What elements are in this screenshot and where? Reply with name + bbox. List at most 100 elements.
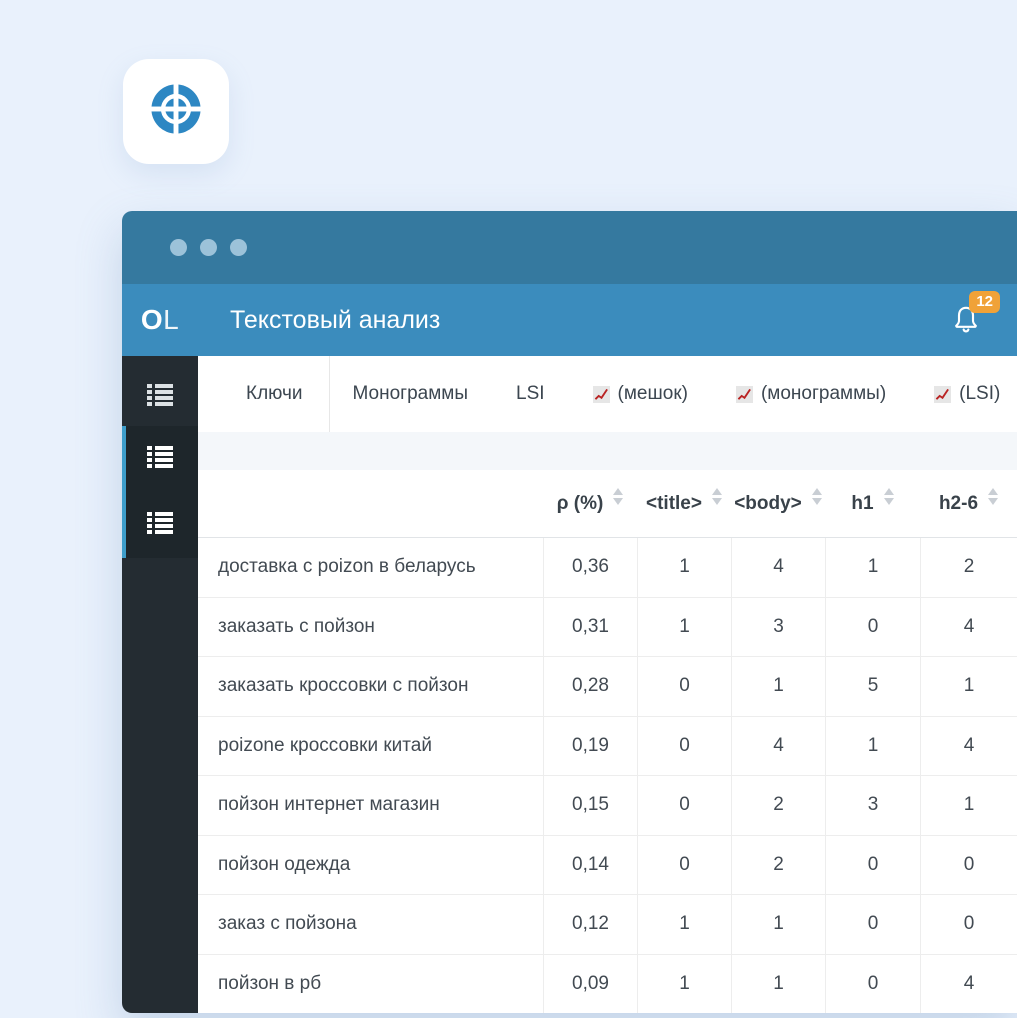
column-label: <body> (734, 492, 802, 514)
keyword-cell: заказать с пойзон (218, 615, 375, 637)
keyword-cell: пойзон интернет магазин (218, 794, 440, 816)
table-row[interactable]: заказ с пойзона 0,12 1 1 0 0 (198, 894, 1017, 954)
table-row[interactable]: заказать с пойзон 0,31 1 3 0 4 (198, 596, 1017, 656)
tab-chart-lsi[interactable]: (LSI) (934, 356, 1000, 432)
h2-6-count-cell: 4 (920, 716, 1017, 775)
h2-6-count-cell: 2 (920, 538, 1017, 597)
tab-lsi[interactable]: LSI (516, 356, 545, 432)
body-count-cell: 2 (731, 835, 825, 894)
logo-letter-o: O (140, 304, 164, 335)
keyword-cell: poizone кроссовки китай (218, 734, 432, 756)
tab-label: (монограммы) (760, 383, 887, 404)
h1-count-cell: 0 (825, 895, 920, 954)
tab-label: Монограммы (352, 383, 469, 404)
column-header-title[interactable]: <title> (637, 488, 731, 515)
body-count-cell: 3 (731, 597, 825, 656)
window-titlebar (122, 211, 1017, 284)
h1-count-cell: 0 (825, 597, 920, 656)
body-count-cell: 4 (731, 716, 825, 775)
h2-6-count-cell: 0 (920, 895, 1017, 954)
h1-count-cell: 3 (825, 776, 920, 835)
tab-keys[interactable]: Ключи (220, 356, 330, 432)
column-header-density[interactable]: ρ (%) (543, 488, 637, 515)
density-cell: 0,15 (543, 776, 637, 835)
column-label: h1 (851, 492, 874, 514)
table-row[interactable]: poizone кроссовки китай 0,19 0 4 1 4 (198, 715, 1017, 775)
notification-count-badge: 12 (969, 291, 1000, 313)
column-header-h2-6[interactable]: h2-6 (920, 488, 1017, 515)
table-body: доставка с poizon в беларусь 0,36 1 4 1 … (198, 538, 1017, 1013)
h2-6-count-cell: 4 (920, 597, 1017, 656)
list-icon (147, 445, 173, 473)
h1-count-cell: 0 (825, 954, 920, 1013)
title-count-cell: 0 (637, 835, 731, 894)
body-count-cell: 1 (731, 954, 825, 1013)
tab-monograms[interactable]: Монограммы (353, 356, 469, 432)
h1-count-cell: 5 (825, 657, 920, 716)
tab-chart-bag[interactable]: (мешок) (592, 356, 688, 432)
title-count-cell: 1 (637, 597, 731, 656)
sort-arrows-icon (988, 488, 999, 505)
h2-6-count-cell: 0 (920, 835, 1017, 894)
h1-count-cell: 1 (825, 538, 920, 597)
title-count-cell: 0 (637, 776, 731, 835)
column-header-body[interactable]: <body> (731, 488, 825, 515)
sidebar (122, 356, 198, 1013)
h1-count-cell: 0 (825, 835, 920, 894)
target-icon (144, 77, 208, 146)
table-row[interactable]: пойзон одежда 0,14 0 2 0 0 (198, 834, 1017, 894)
title-count-cell: 1 (637, 954, 731, 1013)
line-chart-icon (934, 385, 952, 403)
tab-label: (мешок) (617, 383, 688, 404)
window-dot-icon[interactable] (200, 239, 217, 256)
table-row[interactable]: пойзон интернет магазин 0,15 0 2 3 1 (198, 775, 1017, 835)
body-count-cell: 1 (731, 657, 825, 716)
column-header-h1[interactable]: h1 (825, 488, 920, 515)
window-dot-icon[interactable] (230, 239, 247, 256)
density-cell: 0,12 (543, 895, 637, 954)
sort-arrows-icon (711, 488, 722, 505)
table-header: ρ (%) <title> <body> h1 h2-6 (198, 470, 1017, 538)
window-dot-icon[interactable] (170, 239, 187, 256)
density-cell: 0,31 (543, 597, 637, 656)
sidebar-active-group (122, 426, 198, 558)
title-count-cell: 1 (637, 538, 731, 597)
line-chart-icon (592, 385, 610, 403)
body-count-cell: 2 (731, 776, 825, 835)
sort-arrows-icon (883, 488, 894, 505)
tab-chart-monograms[interactable]: (монограммы) (735, 356, 887, 432)
notifications-button[interactable]: 12 (951, 291, 1000, 337)
density-cell: 0,28 (543, 657, 637, 716)
keyword-cell: заказ с пойзона (218, 913, 357, 935)
table-row[interactable]: заказать кроссовки с пойзон 0,28 0 1 5 1 (198, 656, 1017, 716)
sidebar-item-keywords[interactable] (122, 368, 198, 426)
bell-icon (951, 306, 981, 341)
app-logo[interactable]: OL (122, 304, 198, 336)
title-count-cell: 1 (637, 895, 731, 954)
line-chart-icon (735, 385, 753, 403)
table-row[interactable]: пойзон в рб 0,09 1 1 0 4 (198, 953, 1017, 1013)
h2-6-count-cell: 1 (920, 657, 1017, 716)
content-area: Ключи Монограммы LSI (мешок) (198, 356, 1017, 1013)
h2-6-count-cell: 1 (920, 776, 1017, 835)
app-icon-card[interactable] (123, 59, 229, 164)
table-row[interactable]: доставка с poizon в беларусь 0,36 1 4 1 … (198, 538, 1017, 597)
title-count-cell: 0 (637, 716, 731, 775)
tab-label: (LSI) (959, 383, 1001, 404)
density-cell: 0,19 (543, 716, 637, 775)
sidebar-item-analysis-1[interactable] (122, 426, 198, 492)
density-cell: 0,14 (543, 835, 637, 894)
list-icon (147, 383, 173, 411)
sidebar-item-analysis-2[interactable] (122, 492, 198, 558)
title-count-cell: 0 (637, 657, 731, 716)
body-count-cell: 1 (731, 895, 825, 954)
column-label: <title> (646, 492, 702, 514)
sort-arrows-icon (811, 488, 822, 505)
browser-window: OL Текстовый анализ 12 (122, 211, 1017, 1013)
logo-letter-l: L (163, 304, 180, 335)
column-label: h2-6 (938, 492, 979, 514)
density-cell: 0,09 (543, 954, 637, 1013)
keyword-cell: пойзон в рб (218, 972, 322, 994)
app-header: OL Текстовый анализ 12 (122, 284, 1017, 356)
